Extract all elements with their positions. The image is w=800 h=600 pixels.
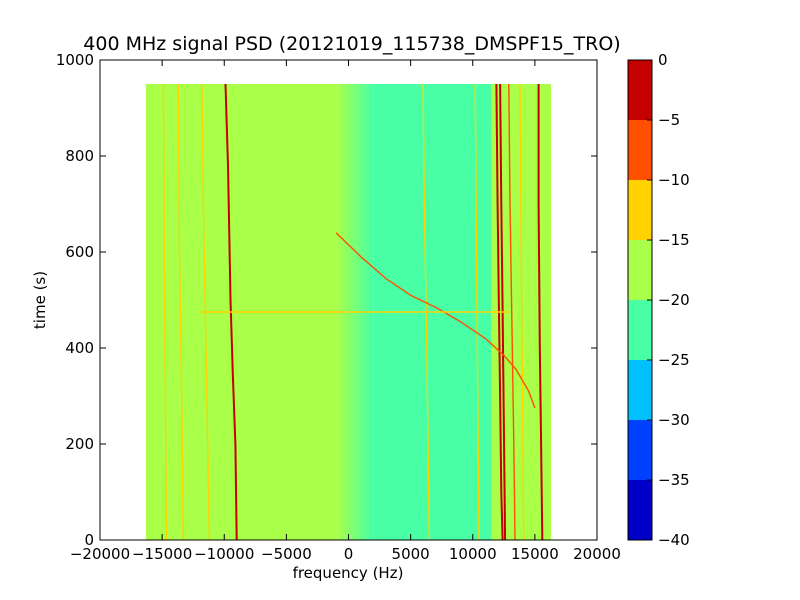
x-axis-label: frequency (Hz) — [293, 564, 404, 582]
signal-trace — [177, 83, 184, 541]
signal-trace — [162, 83, 168, 541]
colorbar-tick-label: −10 — [658, 171, 690, 189]
x-tick-label: −5000 — [261, 545, 312, 563]
y-tick-label: 1000 — [56, 51, 94, 69]
colorbar-tick-label: −15 — [658, 231, 690, 249]
x-tick-label: 5000 — [392, 545, 430, 563]
x-tick-label: −15000 — [132, 545, 192, 563]
colorbar-tick-label: −35 — [658, 471, 690, 489]
colorbar-tick-label: −5 — [658, 111, 680, 129]
signal-trace — [495, 83, 504, 541]
signal-trace — [474, 83, 480, 541]
colorbar-band — [628, 180, 652, 240]
colorbar-band — [628, 120, 652, 180]
y-tick-label: 0 — [84, 531, 94, 549]
colorbar-tick-label: −20 — [658, 291, 690, 309]
colorbar-band — [628, 360, 652, 420]
colorbar-bands — [628, 60, 652, 540]
x-tick-label: 20000 — [573, 545, 621, 563]
colorbar-band — [628, 240, 652, 300]
colorbar-tick-label: −30 — [658, 411, 690, 429]
y-axis-label: time (s) — [31, 271, 49, 329]
colorbar-band — [628, 60, 652, 120]
plot-area: −20000 −15000 −10000 −5000 0 5000 10000 15000 20… — [56, 51, 621, 563]
x-axis: −20000 −15000 −10000 −5000 0 5000 10000 15000 20… — [70, 60, 621, 563]
colorbar-ticks: 0 −5 −10 −15 −20 −25 −30 −35 −40 — [647, 51, 690, 549]
chart-title: 400 MHz signal PSD (20121019_115738_DMSP… — [83, 33, 620, 55]
colorbar-tick-label: 0 — [658, 51, 668, 69]
x-tick-label: −10000 — [194, 545, 254, 563]
y-tick-label: 200 — [65, 435, 94, 453]
x-tick-label: 15000 — [511, 545, 559, 563]
signal-trace — [508, 83, 516, 541]
colorbar: 0 −5 −10 −15 −20 −25 −30 −35 −40 — [627, 51, 690, 549]
signal-trace — [224, 83, 238, 541]
signal-trace — [537, 84, 544, 541]
colorbar-tick-label: −40 — [658, 531, 690, 549]
y-tick-label: 800 — [65, 147, 94, 165]
x-tick-label: 10000 — [449, 545, 497, 563]
colorbar-band — [628, 480, 652, 540]
colorbar-tick-label: −25 — [658, 351, 690, 369]
x-tick-label: −20000 — [70, 545, 130, 563]
colorbar-band — [628, 420, 652, 480]
colorbar-band — [628, 300, 652, 360]
signal-trace — [519, 83, 525, 541]
y-tick-label: 400 — [65, 339, 94, 357]
y-axis: 0 200 400 600 800 1000 — [56, 51, 597, 549]
signal-trace — [335, 232, 536, 409]
signal-trace — [499, 83, 507, 541]
signal-trace — [422, 83, 430, 541]
y-tick-label: 600 — [65, 243, 94, 261]
heatmap — [145, 83, 552, 541]
x-tick-label: 0 — [344, 545, 354, 563]
